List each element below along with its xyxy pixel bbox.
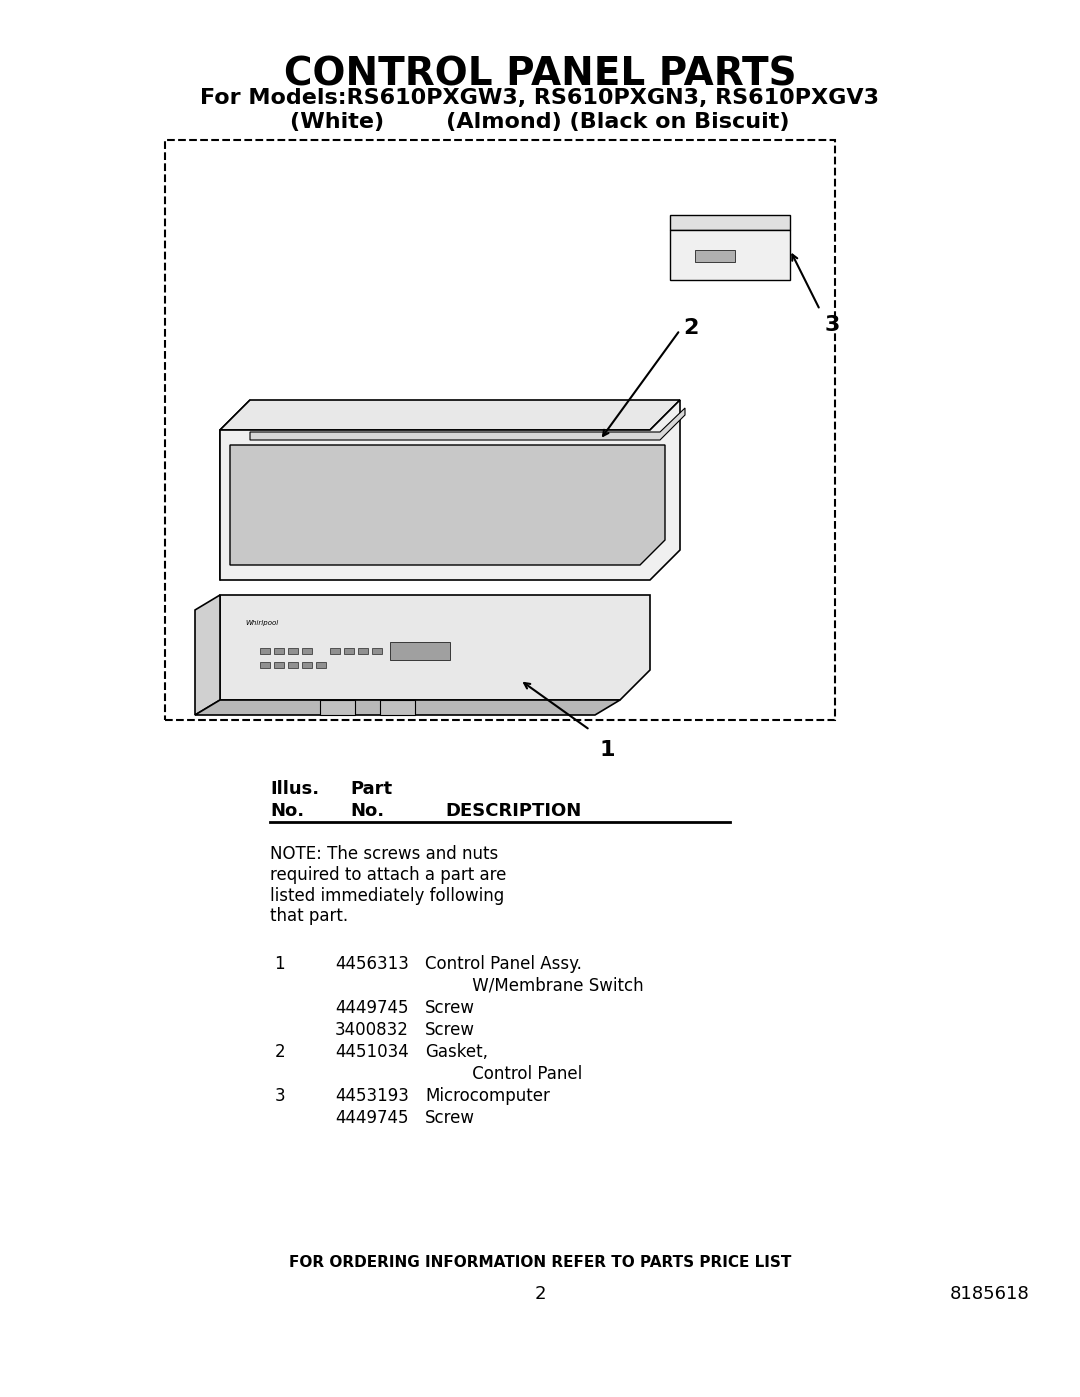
Text: 2: 2 xyxy=(683,319,699,338)
Polygon shape xyxy=(220,400,249,580)
Bar xyxy=(288,648,298,654)
Text: 3: 3 xyxy=(825,314,840,335)
Text: 2: 2 xyxy=(535,1285,545,1303)
Bar xyxy=(260,648,270,654)
Text: Screw: Screw xyxy=(426,999,475,1017)
Text: Part: Part xyxy=(350,780,392,798)
Bar xyxy=(274,662,284,668)
Text: FOR ORDERING INFORMATION REFER TO PARTS PRICE LIST: FOR ORDERING INFORMATION REFER TO PARTS … xyxy=(288,1255,792,1270)
Polygon shape xyxy=(380,700,415,715)
Polygon shape xyxy=(220,400,680,580)
Polygon shape xyxy=(220,400,680,430)
Text: Control Panel: Control Panel xyxy=(426,1065,582,1083)
Bar xyxy=(357,648,368,654)
Bar xyxy=(274,648,284,654)
Bar xyxy=(316,662,326,668)
Polygon shape xyxy=(670,215,789,231)
Text: 4453193: 4453193 xyxy=(335,1087,409,1105)
Text: 3: 3 xyxy=(274,1087,285,1105)
Text: W/Membrane Switch: W/Membrane Switch xyxy=(426,977,644,995)
Polygon shape xyxy=(320,700,355,715)
Text: 1: 1 xyxy=(274,956,285,972)
Bar xyxy=(288,662,298,668)
Text: 4449745: 4449745 xyxy=(335,1109,408,1127)
Bar xyxy=(390,643,450,659)
Text: 2: 2 xyxy=(274,1044,285,1060)
Text: CONTROL PANEL PARTS: CONTROL PANEL PARTS xyxy=(284,54,796,94)
Bar xyxy=(330,648,340,654)
Text: (White)        (Almond) (Black on Biscuit): (White) (Almond) (Black on Biscuit) xyxy=(291,112,789,131)
Text: Gasket,: Gasket, xyxy=(426,1044,488,1060)
Text: 4451034: 4451034 xyxy=(335,1044,408,1060)
Text: 3400832: 3400832 xyxy=(335,1021,409,1039)
Text: 8185618: 8185618 xyxy=(950,1285,1029,1303)
Polygon shape xyxy=(195,595,220,715)
Polygon shape xyxy=(249,408,685,440)
Text: DESCRIPTION: DESCRIPTION xyxy=(445,802,581,820)
Bar xyxy=(260,662,270,668)
Polygon shape xyxy=(220,595,650,700)
Text: Control Panel Assy.: Control Panel Assy. xyxy=(426,956,582,972)
Text: Illus.: Illus. xyxy=(270,780,319,798)
Polygon shape xyxy=(670,231,789,279)
Text: NOTE: The screws and nuts
required to attach a part are
listed immediately follo: NOTE: The screws and nuts required to at… xyxy=(270,845,507,925)
Text: Screw: Screw xyxy=(426,1021,475,1039)
Text: 4449745: 4449745 xyxy=(335,999,408,1017)
Text: No.: No. xyxy=(270,802,305,820)
Text: For Models:RS610PXGW3, RS610PXGN3, RS610PXGV3: For Models:RS610PXGW3, RS610PXGN3, RS610… xyxy=(201,88,879,108)
Text: No.: No. xyxy=(350,802,384,820)
Text: Whirlpool: Whirlpool xyxy=(245,620,279,626)
Bar xyxy=(345,648,354,654)
Polygon shape xyxy=(195,700,620,715)
Bar xyxy=(302,662,312,668)
Bar xyxy=(696,250,735,263)
Text: Screw: Screw xyxy=(426,1109,475,1127)
Bar xyxy=(302,648,312,654)
Text: 1: 1 xyxy=(600,740,616,760)
Polygon shape xyxy=(230,446,665,564)
Text: 4456313: 4456313 xyxy=(335,956,409,972)
Bar xyxy=(372,648,382,654)
Text: Microcomputer: Microcomputer xyxy=(426,1087,550,1105)
